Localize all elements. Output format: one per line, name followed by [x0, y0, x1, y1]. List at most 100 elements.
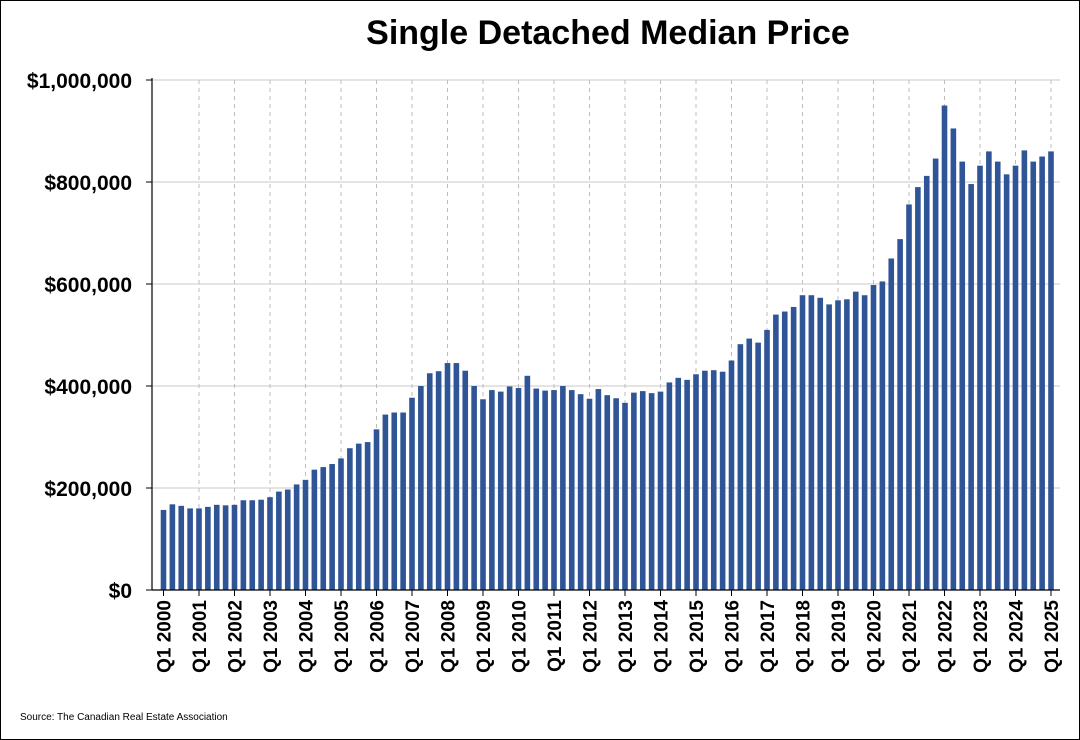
bar	[169, 504, 176, 590]
y-tick-label: $0	[109, 580, 132, 603]
bar	[595, 389, 602, 590]
y-tick-label: $600,000	[44, 274, 132, 297]
bar	[568, 390, 575, 590]
bar	[533, 388, 540, 590]
bar	[329, 464, 335, 590]
bar	[835, 300, 841, 590]
bar	[444, 363, 451, 590]
bar	[879, 281, 886, 590]
bar	[1021, 150, 1028, 590]
bar	[897, 239, 903, 590]
bar	[551, 390, 557, 590]
bar	[826, 304, 832, 590]
bar	[968, 184, 974, 591]
bar	[861, 295, 868, 590]
x-tick-label: Q1 2014	[652, 600, 673, 673]
bar	[160, 509, 167, 590]
bar	[338, 458, 344, 590]
bar	[639, 391, 646, 590]
x-tick-label: Q1 2009	[474, 600, 495, 673]
x-tick-label: Q1 2016	[723, 600, 744, 673]
bar	[435, 371, 442, 590]
bar	[799, 295, 806, 590]
bar	[480, 399, 486, 590]
bar	[675, 377, 682, 590]
bar	[906, 204, 912, 590]
x-tick-label: Q1 2008	[439, 600, 460, 673]
bar	[276, 491, 282, 590]
bar	[888, 258, 895, 590]
x-tick-label: Q1 2003	[261, 600, 282, 673]
x-tick-label: Q1 2004	[297, 600, 318, 673]
bar	[506, 386, 513, 590]
bar	[222, 505, 229, 590]
bar	[1030, 161, 1037, 590]
bar	[267, 497, 273, 590]
bar	[364, 442, 371, 590]
bar	[657, 391, 664, 590]
bar	[302, 479, 309, 590]
x-tick-label: Q1 2011	[545, 600, 566, 672]
axes	[146, 78, 1060, 596]
x-tick-label: Q1 2021	[900, 600, 921, 673]
bar	[941, 105, 948, 590]
bar	[1012, 165, 1019, 590]
bar	[693, 374, 699, 590]
bar	[400, 412, 406, 590]
bar	[746, 338, 753, 590]
bar	[293, 484, 300, 590]
bar	[258, 499, 264, 590]
bar	[462, 370, 469, 590]
bar	[178, 505, 185, 590]
bar	[808, 295, 815, 590]
bar	[915, 187, 921, 590]
bar	[373, 429, 380, 590]
bar	[622, 402, 628, 590]
bar	[986, 151, 992, 590]
bar	[852, 291, 859, 590]
bar	[959, 161, 966, 590]
bar	[586, 398, 593, 590]
bar	[870, 285, 877, 590]
bar	[844, 299, 850, 590]
bar	[648, 393, 655, 590]
x-tick-label: Q1 2020	[865, 600, 886, 673]
bar	[773, 314, 779, 590]
bar	[764, 329, 770, 590]
bar	[994, 161, 1001, 590]
x-tick-label: Q1 2025	[1042, 600, 1063, 673]
x-tick-label: Q1 2006	[368, 600, 389, 673]
bar	[240, 500, 247, 590]
bar	[631, 392, 637, 590]
bar	[497, 391, 504, 590]
x-tick-label: Q1 2001	[190, 600, 211, 673]
bar	[781, 311, 788, 590]
bar	[923, 175, 930, 590]
x-tick-label: Q1 2007	[403, 600, 424, 673]
x-tick-label: Q1 2002	[226, 600, 247, 673]
bar	[710, 370, 717, 590]
y-tick-label: $400,000	[44, 376, 132, 399]
bar	[542, 390, 548, 590]
bar	[613, 398, 619, 590]
source-note: Source: The Canadian Real Estate Associa…	[20, 712, 228, 723]
x-tick-label: Q1 2010	[510, 600, 531, 673]
bar	[409, 397, 415, 590]
bar	[666, 382, 673, 590]
bar	[604, 395, 611, 590]
bar	[284, 489, 291, 590]
bar	[728, 360, 735, 590]
bar	[320, 467, 327, 590]
bar	[311, 469, 318, 590]
bar	[755, 342, 761, 590]
chart-title: Single Detached Median Price	[366, 14, 850, 52]
bar	[453, 363, 460, 590]
x-tick-label: Q1 2017	[758, 600, 779, 673]
bar	[560, 386, 566, 590]
bar	[347, 448, 353, 590]
bar	[1048, 151, 1054, 590]
bar	[382, 414, 389, 590]
bar	[355, 443, 362, 590]
bar	[719, 371, 726, 590]
